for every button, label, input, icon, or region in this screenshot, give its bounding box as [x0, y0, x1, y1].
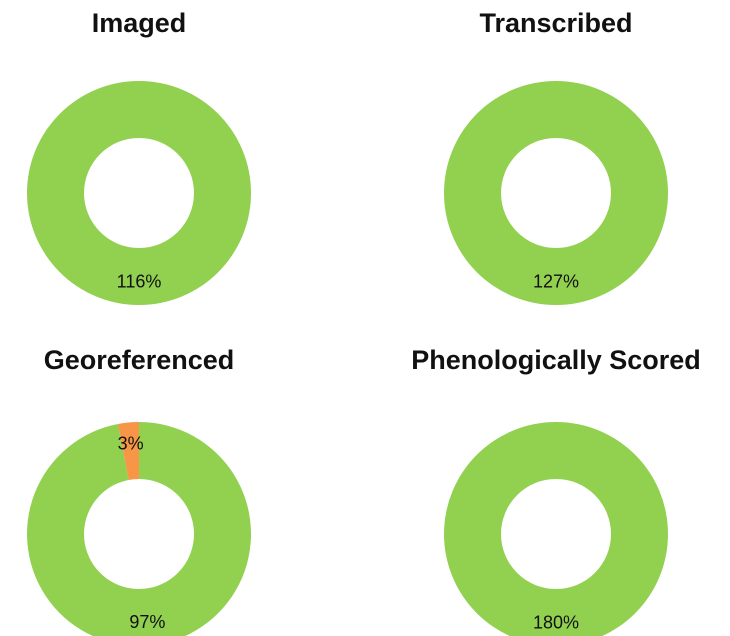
data-label: 180%: [533, 612, 579, 632]
chart-title: Georeferenced: [44, 345, 235, 375]
chart-title: Phenologically Scored: [411, 345, 701, 375]
donut-segment: [27, 422, 251, 636]
data-label: 116%: [117, 271, 162, 291]
donut-segment: [444, 81, 668, 305]
data-label: 97%: [129, 612, 165, 632]
chart-title: Transcribed: [479, 8, 632, 38]
donut-segment: [444, 422, 668, 636]
data-label: 3%: [118, 434, 144, 454]
chart-title: Imaged: [92, 8, 187, 38]
donut-segment: [27, 81, 251, 305]
donut-segment: [118, 422, 139, 480]
data-label: 127%: [533, 271, 579, 291]
